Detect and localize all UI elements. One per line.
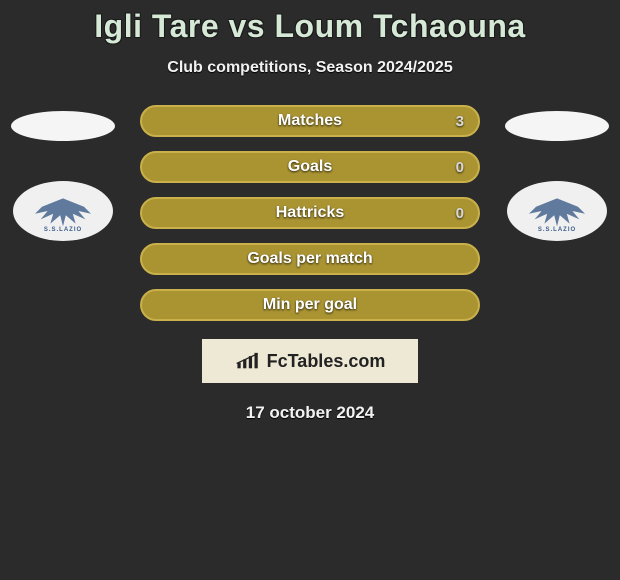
brand-box[interactable]: FcTables.com (202, 339, 418, 383)
stat-label: Matches (278, 112, 342, 130)
brand-name: FcTables.com (267, 351, 386, 372)
stat-label: Goals per match (247, 250, 372, 268)
stat-row: Goals 0 (140, 151, 480, 183)
left-club-badge-text: S.S.LAZIO (44, 227, 82, 233)
right-player-column: S.S.LAZIO (502, 105, 612, 241)
stat-right-value: 0 (456, 159, 464, 176)
left-player-placeholder (11, 111, 115, 141)
stat-right-value: 3 (456, 113, 464, 130)
stat-label: Hattricks (276, 204, 344, 222)
subtitle: Club competitions, Season 2024/2025 (0, 59, 620, 77)
bar-chart-icon (235, 350, 261, 372)
stat-label: Goals (288, 158, 332, 176)
stat-row: Goals per match (140, 243, 480, 275)
stat-rows: Matches 3 Goals 0 Hattricks 0 Goals per … (140, 105, 480, 321)
stat-row: Min per goal (140, 289, 480, 321)
date-text: 17 october 2024 (0, 403, 620, 423)
stat-row: Hattricks 0 (140, 197, 480, 229)
right-club-badge-text: S.S.LAZIO (538, 227, 576, 233)
left-player-column: S.S.LAZIO (8, 105, 118, 241)
left-club-badge: S.S.LAZIO (13, 181, 113, 241)
right-player-placeholder (505, 111, 609, 141)
stat-right-value: 0 (456, 205, 464, 222)
stat-label: Min per goal (263, 296, 357, 314)
comparison-content: S.S.LAZIO S.S.LAZIO Matches 3 Goals 0 Ha… (0, 105, 620, 423)
stat-row: Matches 3 (140, 105, 480, 137)
right-club-badge: S.S.LAZIO (507, 181, 607, 241)
page-title: Igli Tare vs Loum Tchaouna (0, 0, 620, 45)
